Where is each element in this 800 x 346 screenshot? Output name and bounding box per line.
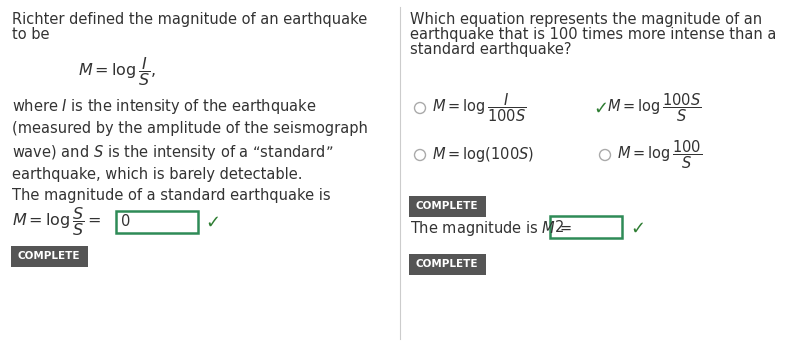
Text: COMPLETE: COMPLETE [18,251,80,261]
Text: $M = \log\dfrac{S}{S} =$: $M = \log\dfrac{S}{S} =$ [12,206,102,238]
Text: $\checkmark$: $\checkmark$ [593,99,607,117]
Text: standard earthquake?: standard earthquake? [410,42,571,57]
Text: $M{=}\log\dfrac{100}{S}$: $M{=}\log\dfrac{100}{S}$ [617,139,702,171]
Text: where $I$ is the intensity of the earthquake
(measured by the amplitude of the s: where $I$ is the intensity of the earthq… [12,97,368,182]
Text: 0: 0 [121,215,130,229]
Text: COMPLETE: COMPLETE [416,259,478,269]
FancyBboxPatch shape [116,211,198,233]
Text: 2: 2 [555,219,564,235]
Text: $\checkmark$: $\checkmark$ [205,213,219,231]
Circle shape [599,149,610,161]
Text: Which equation represents the magnitude of an: Which equation represents the magnitude … [410,12,762,27]
FancyBboxPatch shape [550,216,622,238]
Text: earthquake that is 100 times more intense than a: earthquake that is 100 times more intens… [410,27,776,42]
Text: $M = \log\dfrac{I}{S},$: $M = \log\dfrac{I}{S},$ [78,55,156,89]
Text: $\checkmark$: $\checkmark$ [630,219,644,237]
Text: $M{=}\log\dfrac{100S}{S}$: $M{=}\log\dfrac{100S}{S}$ [607,92,702,124]
FancyBboxPatch shape [409,195,486,217]
FancyBboxPatch shape [10,246,87,266]
Text: The magnitude is $M$ =: The magnitude is $M$ = [410,219,574,237]
Circle shape [414,149,426,161]
Text: to be: to be [12,27,50,42]
Text: Richter defined the magnitude of an earthquake: Richter defined the magnitude of an eart… [12,12,367,27]
Text: $M{=}\log\dfrac{I}{100S}$: $M{=}\log\dfrac{I}{100S}$ [432,92,526,124]
Text: The magnitude of a standard earthquake is: The magnitude of a standard earthquake i… [12,188,330,203]
Text: COMPLETE: COMPLETE [416,201,478,211]
Text: $M{=}\log(100S)$: $M{=}\log(100S)$ [432,146,534,164]
Circle shape [414,102,426,113]
FancyBboxPatch shape [409,254,486,274]
